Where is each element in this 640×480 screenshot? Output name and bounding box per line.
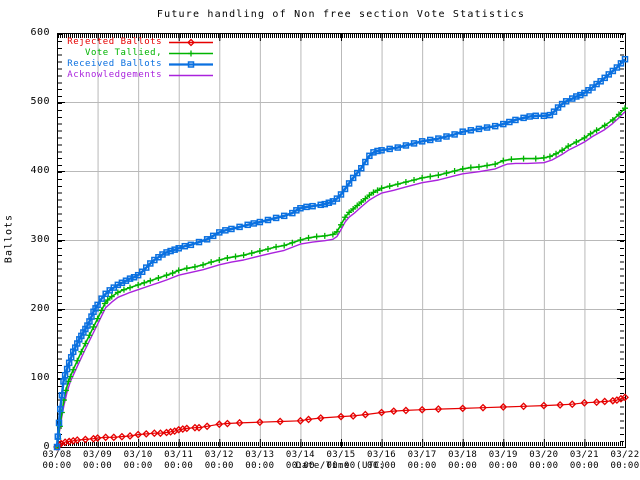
series-received-ballots bbox=[53, 55, 629, 451]
legend-item-received-ballots: Received Ballots bbox=[60, 59, 214, 70]
y-tick-label: 100 bbox=[30, 372, 50, 383]
x-tick-label: 03/19 00:00 bbox=[488, 450, 518, 471]
x-tick-label: 03/22 00:00 bbox=[610, 450, 640, 471]
axes-border bbox=[57, 33, 626, 448]
x-tick-label: 03/15 00:00 bbox=[326, 450, 356, 471]
x-tick-label: 03/10 00:00 bbox=[123, 450, 153, 471]
x-tick-label: 03/21 00:00 bbox=[569, 450, 599, 471]
x-tick-label: 03/12 00:00 bbox=[204, 450, 234, 471]
chart-title: Future handling of Non free section Vote… bbox=[156, 9, 526, 20]
legend-line-sample-icon bbox=[169, 74, 213, 77]
x-tick-label: 03/18 00:00 bbox=[448, 450, 478, 471]
y-tick-label: 600 bbox=[30, 27, 50, 38]
legend-item-rejected-ballots: Rejected Ballots bbox=[60, 37, 214, 48]
legend-line-sample-icon bbox=[169, 50, 213, 57]
x-axis-label: Date/Time (UTC) bbox=[295, 461, 387, 471]
legend-line-sample-icon bbox=[169, 38, 213, 47]
series-acknowledgements bbox=[56, 111, 626, 448]
x-tick-label: 03/11 00:00 bbox=[164, 450, 194, 471]
x-tick-label: 03/16 00:00 bbox=[367, 450, 397, 471]
legend-label: Acknowledgements bbox=[67, 70, 162, 80]
x-tick-label: 03/14 00:00 bbox=[285, 450, 315, 471]
legend-label: Vote Tallied, bbox=[85, 48, 162, 58]
x-tick-label: 03/17 00:00 bbox=[407, 450, 437, 471]
y-tick-label: 400 bbox=[30, 165, 50, 176]
legend-label: Received Ballots bbox=[67, 59, 162, 69]
legend: Rejected Ballots Vote Tallied, Received … bbox=[60, 37, 214, 81]
x-tick-label: 03/20 00:00 bbox=[529, 450, 559, 471]
y-tick-label: 300 bbox=[30, 234, 50, 245]
x-tick-label: 03/09 00:00 bbox=[83, 450, 113, 471]
y-tick-label: 200 bbox=[30, 303, 50, 314]
y-tick-label: 0 bbox=[43, 441, 50, 452]
gridlines bbox=[57, 33, 625, 447]
series-rejected-ballots bbox=[53, 393, 629, 451]
legend-line-sample-icon bbox=[169, 61, 213, 68]
legend-item-vote-tallied: Vote Tallied, bbox=[60, 48, 214, 59]
legend-item-acknowledgements: Acknowledgements bbox=[60, 70, 214, 81]
series-vote-tallied bbox=[54, 105, 628, 450]
x-tick-label: 03/13 00:00 bbox=[245, 450, 275, 471]
legend-label: Rejected Ballots bbox=[67, 37, 162, 47]
y-tick-label: 500 bbox=[30, 96, 50, 107]
x-tick-label: 03/08 00:00 bbox=[42, 450, 72, 471]
